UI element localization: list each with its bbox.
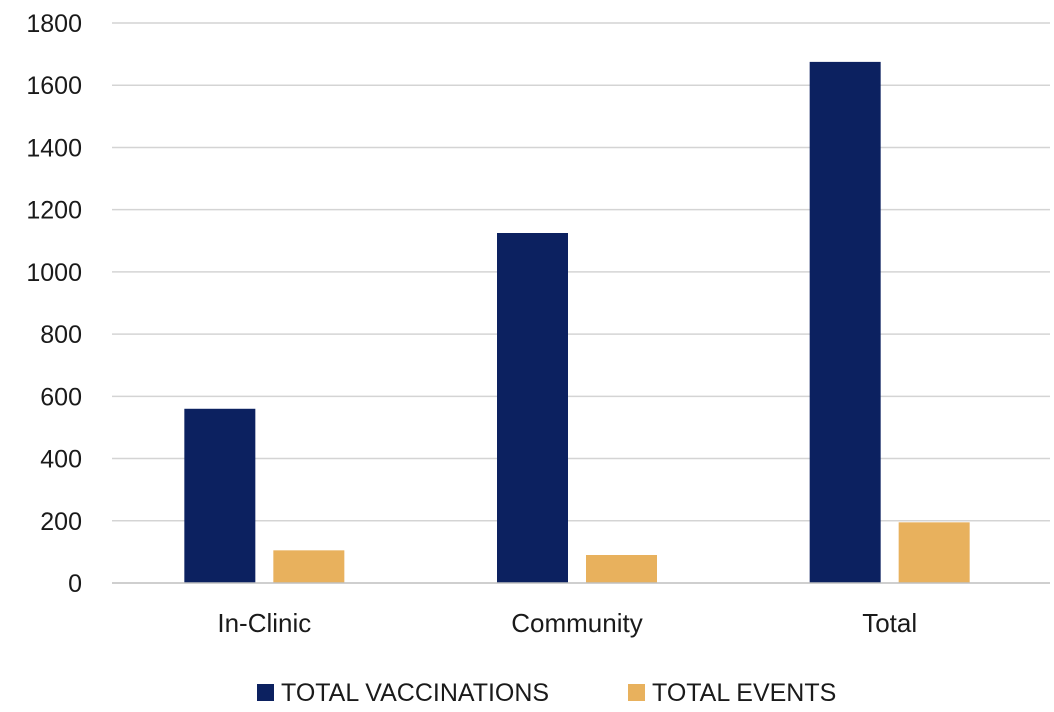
y-tick-label: 0 bbox=[68, 570, 82, 598]
y-tick-label: 800 bbox=[40, 321, 82, 349]
y-tick-label: 1600 bbox=[26, 72, 82, 100]
y-tick-label: 400 bbox=[40, 446, 82, 474]
x-category-label: In-Clinic bbox=[217, 608, 311, 638]
bars bbox=[184, 61, 970, 583]
bar-total-vaccinations-total bbox=[809, 61, 881, 583]
y-tick-label: 1800 bbox=[26, 10, 82, 38]
x-category-label: Community bbox=[511, 608, 642, 638]
bar-total-vaccinations-community bbox=[497, 233, 568, 583]
legend-label: TOTAL EVENTS bbox=[652, 679, 836, 707]
y-tick-label: 1400 bbox=[26, 134, 82, 162]
y-tick-label: 1000 bbox=[26, 259, 82, 287]
y-axis-tick-labels: 0 200 400 600 800 1000 1200 1400 1600 1800 bbox=[26, 10, 82, 598]
bar-total-vaccinations-in-clinic bbox=[184, 408, 256, 583]
legend-label: TOTAL VACCINATIONS bbox=[281, 679, 549, 707]
y-tick-label: 600 bbox=[40, 383, 82, 411]
bar-total-events-in-clinic bbox=[273, 550, 345, 583]
bar-total-events-total bbox=[898, 522, 970, 583]
x-axis-category-labels: In-Clinic Community Total bbox=[217, 608, 917, 638]
y-tick-label: 200 bbox=[40, 508, 82, 536]
legend: TOTAL VACCINATIONS TOTAL EVENTS bbox=[257, 679, 836, 707]
gridlines bbox=[112, 22, 1050, 522]
bar-total-events-community bbox=[586, 555, 657, 583]
x-category-label: Total bbox=[862, 608, 917, 638]
legend-swatch bbox=[628, 684, 645, 701]
legend-swatch bbox=[257, 684, 274, 701]
y-tick-label: 1200 bbox=[26, 197, 82, 225]
